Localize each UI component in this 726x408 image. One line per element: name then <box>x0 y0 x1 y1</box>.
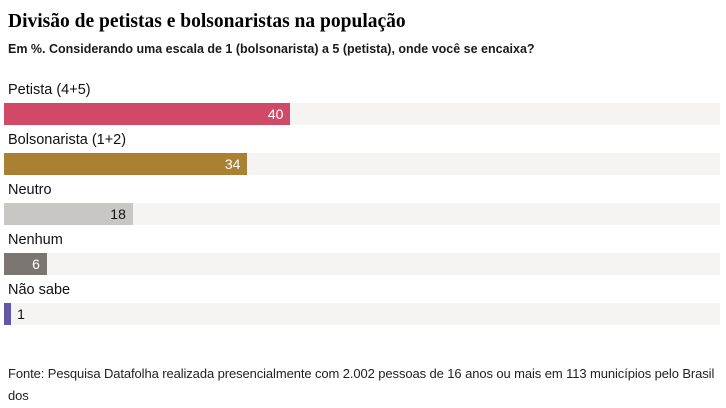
bar-label: Petista (4+5) <box>8 82 91 98</box>
bar-row-petista: Petista (4+5) 40 <box>4 81 720 125</box>
bar-row-nao-sabe: Não sabe 1 <box>4 281 720 325</box>
bar-label: Não sabe <box>8 282 71 298</box>
chart-footer: Fonte: Pesquisa Datafolha realizada pres… <box>8 363 716 408</box>
bar-row-neutro: Neutro 18 <box>4 181 720 225</box>
bar-row-nenhum: Nenhum 6 <box>4 231 720 275</box>
bar-value: 34 <box>224 156 241 172</box>
chart-title: Divisão de petistas e bolsonaristas na p… <box>8 11 406 32</box>
source-note: Fonte: Pesquisa Datafolha realizada pres… <box>8 363 716 408</box>
bar-track: 40 <box>4 103 720 125</box>
bar-fill: 40 <box>4 103 291 125</box>
bar-fill: 34 <box>4 153 248 175</box>
bar-value: 40 <box>267 106 284 122</box>
bar-track: 18 <box>4 203 720 225</box>
bar-track: 34 <box>4 153 720 175</box>
bar-track: 6 <box>4 253 720 275</box>
chart-header: Divisão de petistas e bolsonaristas na p… <box>0 0 726 57</box>
bar-fill: 18 <box>4 203 133 225</box>
bar-chart: Petista (4+5) 40 Bolsonarista (1+2) 34 N… <box>4 81 720 325</box>
bar-fill: 6 <box>4 253 47 275</box>
bar-fill: 1 <box>4 303 25 325</box>
bar-label: Bolsonarista (1+2) <box>8 132 127 148</box>
chart-subtitle: Em %. Considerando uma escala de 1 (bols… <box>8 42 535 56</box>
bar-label: Neutro <box>8 182 52 198</box>
bar-value: 1 <box>17 306 25 322</box>
source-line-1: Fonte: Pesquisa Datafolha realizada pres… <box>8 366 715 403</box>
bar-label: Nenhum <box>8 232 63 248</box>
bar-track: 1 <box>4 303 720 325</box>
bar-row-bolsonarista: Bolsonarista (1+2) 34 <box>4 131 720 175</box>
bar-value: 18 <box>110 206 126 222</box>
bar-value: 6 <box>32 256 40 272</box>
